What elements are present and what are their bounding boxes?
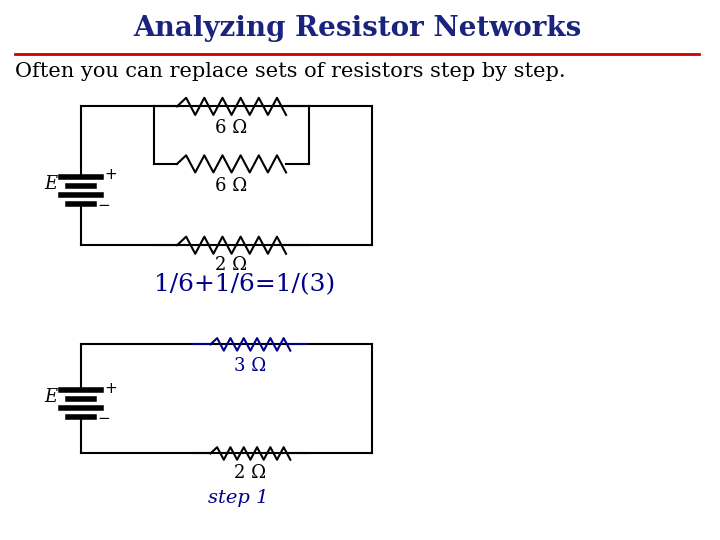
Text: 6 Ω: 6 Ω <box>215 177 248 195</box>
Text: 2 Ω: 2 Ω <box>234 464 266 482</box>
Text: step 1: step 1 <box>208 489 269 507</box>
Text: E: E <box>45 175 58 193</box>
Text: −: − <box>97 411 110 426</box>
Text: Analyzing Resistor Networks: Analyzing Resistor Networks <box>133 15 581 42</box>
Text: +: + <box>104 167 117 183</box>
Text: 1/6+1/6=1/(3): 1/6+1/6=1/(3) <box>153 273 335 296</box>
Text: 3 Ω: 3 Ω <box>234 357 266 375</box>
Text: Often you can replace sets of resistors step by step.: Often you can replace sets of resistors … <box>15 62 565 81</box>
Text: −: − <box>97 198 110 213</box>
Text: 6 Ω: 6 Ω <box>215 119 248 137</box>
Text: +: + <box>104 381 117 395</box>
Text: 2 Ω: 2 Ω <box>215 256 248 274</box>
Text: E: E <box>45 388 58 406</box>
